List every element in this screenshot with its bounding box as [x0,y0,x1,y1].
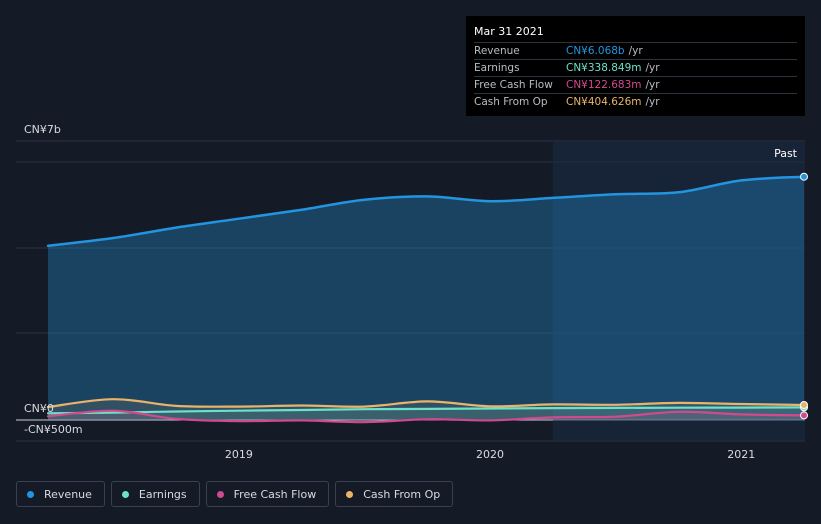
tooltip-value: CN¥404.626m [566,96,642,108]
cash-from-op-line [46,398,806,409]
free-cash-flow-endpoint [800,411,808,420]
axis-labels: CN¥7b CN¥0 -CN¥500m 2019 2020 2021 Past [24,123,798,461]
tooltip-date: Mar 31 2021 [474,25,544,38]
series-endpoints [800,172,808,420]
legend-label: Free Cash Flow [233,487,317,501]
x-tick-label: 2021 [727,448,755,461]
legend-dot-icon [216,490,224,498]
revenue-endpoint [800,172,808,181]
legend-label: Cash From Op [363,487,441,501]
tooltip-label: Revenue [474,45,520,57]
tooltip-unit: /yr [645,62,660,74]
tooltip-value: CN¥122.683m [566,79,642,91]
legend-item-earnings[interactable]: Earnings [110,481,200,507]
past-label: Past [774,147,798,160]
series-areas [48,176,804,423]
tooltip-unit: /yr [645,96,660,108]
tooltip-row: Earnings CN¥338.849m/yr [474,59,797,76]
y-axis-label: CN¥0 [24,402,54,415]
x-tick-label: 2019 [225,448,253,461]
tooltip-value: CN¥338.849m [566,62,642,74]
cash-from-op-endpoint [800,400,808,409]
tooltip: Mar 31 2021 Revenue CN¥6.068b/yr Earnings C… [466,16,805,116]
series-lines [46,175,806,424]
tooltip-unit: /yr [628,45,643,57]
revenue-area [48,176,804,420]
tooltip-row: Cash From Op CN¥404.626m/yr [474,93,797,110]
legend-dot-icon [346,490,354,498]
free-cash-flow-area [48,410,804,423]
legend-item-revenue[interactable]: Revenue [16,481,105,507]
legend: Revenue Earnings Free Cash Flow Cash From O… [16,481,459,507]
tooltip-row: Free Cash Flow CN¥122.683m/yr [474,76,797,93]
revenue-line [46,175,806,248]
free-cash-flow-line [46,409,806,424]
tooltip-label: Free Cash Flow [474,79,553,91]
earnings-line [46,406,806,415]
legend-item-free-cash-flow[interactable]: Free Cash Flow [205,481,330,507]
tooltip-label: Earnings [474,62,520,74]
legend-dot-icon [27,490,34,498]
legend-label: Revenue [44,487,92,501]
tooltip-label: Cash From Op [474,96,548,108]
y-axis-label: CN¥7b [24,123,61,136]
x-tick-label: 2020 [476,448,504,461]
y-axis-label: -CN¥500m [24,423,83,436]
tooltip-value: CN¥6.068b [566,45,625,57]
tooltip-row: Revenue CN¥6.068b/yr [474,42,797,59]
legend-label: Earnings [138,487,187,501]
tooltip-unit: /yr [645,79,660,91]
legend-item-cash-from-op[interactable]: Cash From Op [335,481,454,507]
legend-dot-icon [121,490,129,498]
